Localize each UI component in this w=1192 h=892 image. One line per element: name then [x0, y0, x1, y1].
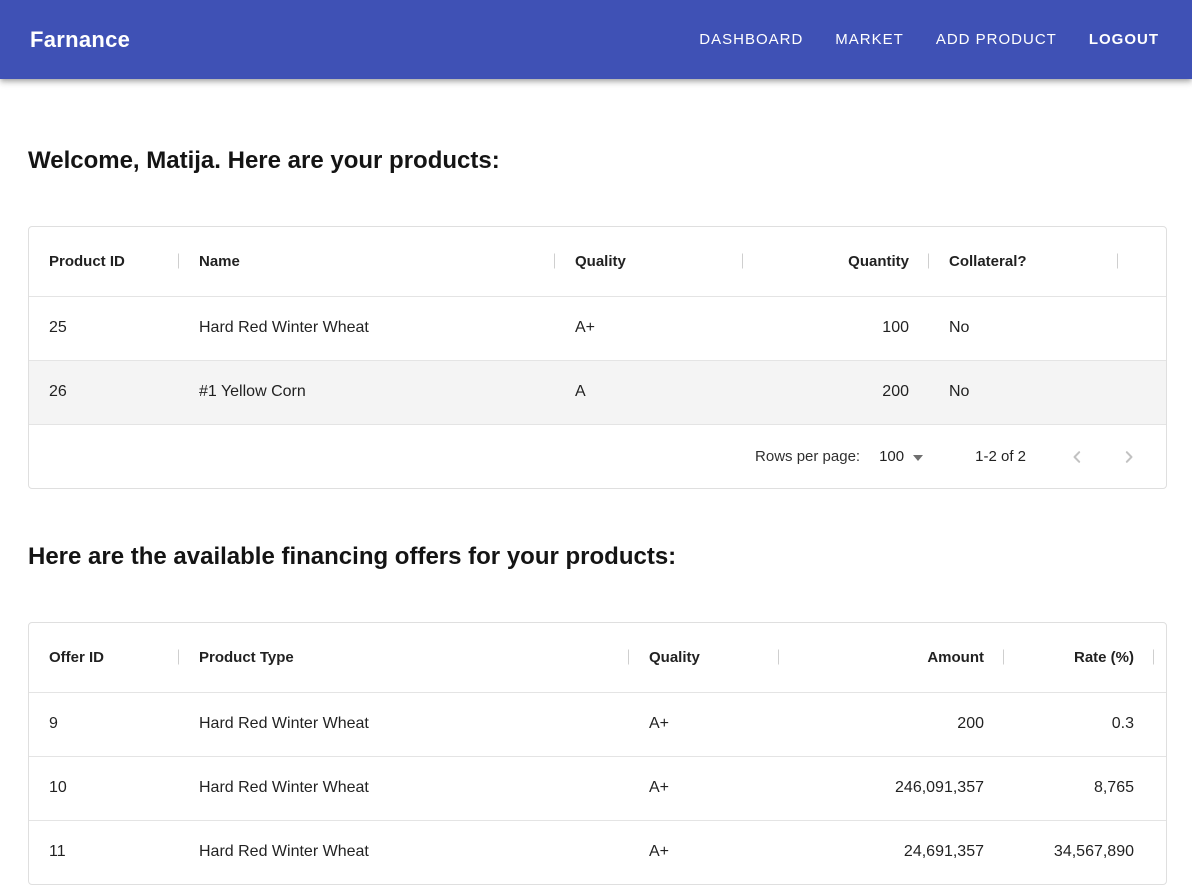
table-cell-spacer: [1154, 755, 1166, 820]
table-cell: #1 Yellow Corn: [179, 359, 555, 424]
table-cell: 100: [743, 295, 929, 360]
table-cell: 200: [779, 691, 1004, 756]
column-header[interactable]: Quality: [555, 227, 743, 296]
rows-per-page-label: Rows per page:: [755, 448, 861, 465]
column-header[interactable]: Name: [179, 227, 555, 296]
table-row: 9 Hard Red Winter Wheat A+ 200 0.3: [29, 691, 1166, 756]
table-cell: Hard Red Winter Wheat: [179, 295, 555, 360]
welcome-heading: Welcome, Matija. Here are your products:: [28, 147, 500, 174]
pagination-range-label: 1-2 of 2: [975, 448, 1026, 465]
table-cell: 200: [743, 359, 929, 424]
offers-table: Offer ID Product Type Quality Amount Rate (%…: [29, 623, 1166, 884]
header-row: Product ID Name Quality Quantity Collateral?: [29, 227, 1166, 296]
rows-per-page-select[interactable]: 100: [879, 448, 924, 465]
table-cell: Hard Red Winter Wheat: [179, 819, 629, 884]
table-cell: No: [929, 359, 1118, 424]
products-table-card: Product ID Name Quality Quantity Collateral?…: [28, 226, 1167, 489]
table-cell: Hard Red Winter Wheat: [179, 691, 629, 756]
table-cell: 24,691,357: [779, 819, 1004, 884]
chevron-left-icon: [1073, 450, 1081, 463]
column-header[interactable]: Collateral?: [929, 227, 1118, 296]
column-header[interactable]: Product Type: [179, 623, 629, 692]
table-cell: A+: [629, 755, 779, 820]
column-header-spacer: [1154, 623, 1166, 692]
offers-heading: Here are the available financing offers …: [28, 543, 677, 570]
brand-title[interactable]: Farnance: [30, 26, 131, 52]
nav-logout[interactable]: LOGOUT: [1088, 31, 1159, 48]
table-pagination: Rows per page: 100 1-2 of 2: [29, 424, 1166, 488]
column-header[interactable]: Rate (%): [1004, 623, 1154, 692]
nav-dashboard[interactable]: DASHBOARD: [699, 31, 804, 48]
table-cell: 0.3: [1004, 691, 1154, 756]
table-cell: A+: [629, 691, 779, 756]
rows-per-page-value: 100: [879, 448, 905, 465]
table-cell-spacer: [1154, 691, 1166, 756]
table-cell-spacer: [1118, 295, 1166, 360]
table-cell-spacer: [1118, 359, 1166, 424]
table-cell: 10: [29, 755, 179, 820]
table-cell: 8,765: [1004, 755, 1154, 820]
table-cell: 246,091,357: [779, 755, 1004, 820]
column-header[interactable]: Product ID: [29, 227, 179, 296]
caret-down-icon: [913, 454, 924, 461]
table-cell: 9: [29, 691, 179, 756]
offers-table-card: Offer ID Product Type Quality Amount Rate (%…: [28, 622, 1167, 885]
column-header[interactable]: Offer ID: [29, 623, 179, 692]
table-cell: A: [555, 359, 743, 424]
column-header[interactable]: Quality: [629, 623, 779, 692]
table-cell: A+: [629, 819, 779, 884]
table-cell: 26: [29, 359, 179, 424]
products-table: Product ID Name Quality Quantity Collateral?…: [29, 227, 1166, 424]
table-cell: 34,567,890: [1004, 819, 1154, 884]
column-header[interactable]: Amount: [779, 623, 1004, 692]
header-row: Offer ID Product Type Quality Amount Rate (%…: [29, 623, 1166, 692]
table-cell-spacer: [1154, 819, 1166, 884]
table-cell: Hard Red Winter Wheat: [179, 755, 629, 820]
app-bar: Farnance DASHBOARD MARKET ADD PRODUCT LO…: [0, 0, 1192, 79]
next-page-button[interactable]: [1112, 439, 1148, 475]
column-header-spacer: [1118, 227, 1166, 296]
chevron-right-icon: [1125, 450, 1133, 463]
main-nav: DASHBOARD MARKET ADD PRODUCT LOGOUT: [699, 31, 1159, 48]
nav-market[interactable]: MARKET: [835, 31, 904, 48]
page-content: Welcome, Matija. Here are your products:…: [0, 147, 1192, 885]
table-cell: A+: [555, 295, 743, 360]
column-header[interactable]: Quantity: [743, 227, 929, 296]
table-cell: 25: [29, 295, 179, 360]
nav-add-product[interactable]: ADD PRODUCT: [935, 31, 1057, 48]
table-row: 26 #1 Yellow Corn A 200 No: [29, 359, 1166, 424]
table-row: 25 Hard Red Winter Wheat A+ 100 No: [29, 295, 1166, 360]
table-row: 11 Hard Red Winter Wheat A+ 24,691,357 34,56…: [29, 819, 1166, 884]
table-row: 10 Hard Red Winter Wheat A+ 246,091,357 8,76…: [29, 755, 1166, 820]
table-cell: No: [929, 295, 1118, 360]
table-cell: 11: [29, 819, 179, 884]
previous-page-button[interactable]: [1058, 439, 1094, 475]
